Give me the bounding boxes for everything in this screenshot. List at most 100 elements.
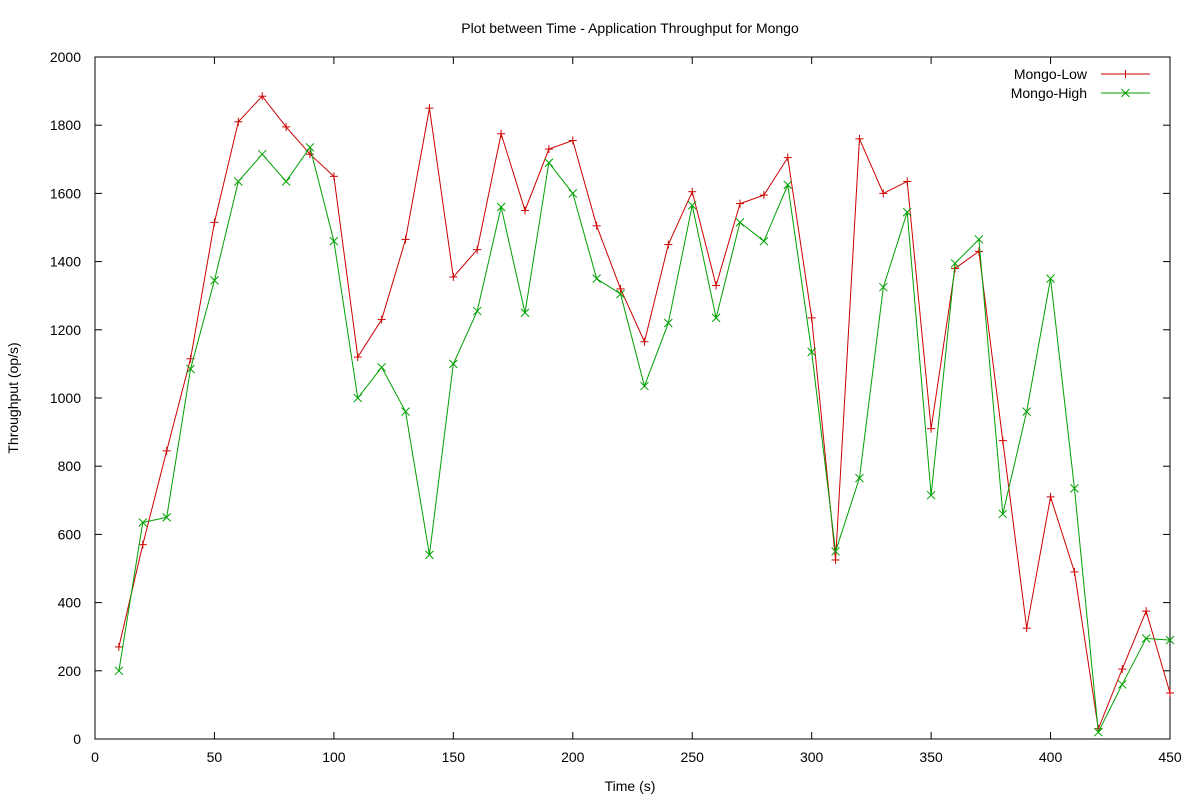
data-point bbox=[712, 281, 721, 290]
data-point bbox=[926, 490, 936, 500]
y-tick-label: 800 bbox=[58, 458, 82, 474]
y-tick-label: 400 bbox=[58, 595, 82, 611]
data-point bbox=[1166, 688, 1174, 697]
y-tick-label: 1000 bbox=[50, 390, 81, 406]
data-point bbox=[1141, 634, 1151, 643]
x-axis-ticks: 0 50 100 150 200 250 300 350 400 450 bbox=[91, 57, 1182, 765]
data-point bbox=[234, 117, 243, 126]
data-point bbox=[879, 189, 888, 198]
data-point bbox=[855, 473, 864, 483]
data-point bbox=[783, 180, 793, 190]
data-point bbox=[377, 315, 386, 324]
data-point bbox=[711, 313, 721, 323]
data-point bbox=[210, 276, 219, 285]
x-tick-label: 250 bbox=[681, 749, 705, 765]
data-point bbox=[1070, 567, 1079, 576]
data-point bbox=[878, 282, 888, 292]
data-point bbox=[473, 245, 482, 254]
data-point bbox=[640, 337, 649, 346]
data-point bbox=[568, 136, 577, 145]
y-tick-label: 1400 bbox=[50, 254, 81, 270]
data-point bbox=[759, 191, 768, 200]
data-point bbox=[377, 362, 387, 372]
data-point bbox=[1117, 680, 1127, 689]
data-point bbox=[258, 92, 267, 101]
data-point bbox=[807, 313, 816, 322]
data-point bbox=[974, 235, 984, 244]
data-point bbox=[448, 359, 458, 369]
y-tick-label: 200 bbox=[58, 663, 82, 679]
data-point bbox=[950, 258, 960, 268]
y-axis-ticks: 0 200 400 600 800 1000 1200 1400 1600 1800 2000 bbox=[50, 49, 1170, 747]
data-point bbox=[688, 187, 697, 196]
x-tick-label: 50 bbox=[207, 749, 223, 765]
legend-label: Mongo-Low bbox=[1014, 66, 1088, 82]
data-point bbox=[329, 172, 338, 181]
x-axis-label: Time (s) bbox=[605, 778, 656, 794]
data-point bbox=[138, 518, 148, 527]
data-point bbox=[640, 381, 649, 391]
x-tick-label: 100 bbox=[322, 749, 346, 765]
data-point bbox=[233, 177, 243, 186]
data-point bbox=[521, 206, 529, 215]
legend-label: Mongo-High bbox=[1011, 85, 1087, 101]
data-point bbox=[1093, 727, 1103, 737]
data-point bbox=[425, 104, 434, 113]
data-point bbox=[210, 218, 219, 227]
data-point bbox=[592, 221, 601, 230]
x-tick-label: 400 bbox=[1039, 749, 1063, 765]
data-point bbox=[520, 308, 530, 318]
data-point bbox=[1022, 407, 1032, 416]
data-point bbox=[425, 550, 434, 560]
x-tick-label: 0 bbox=[91, 749, 99, 765]
data-point bbox=[1070, 484, 1079, 493]
data-point bbox=[306, 150, 314, 159]
data-point bbox=[1046, 274, 1055, 284]
data-point bbox=[114, 666, 124, 676]
data-point bbox=[735, 218, 745, 227]
chart-title: Plot between Time - Application Throughp… bbox=[461, 20, 799, 36]
data-point bbox=[449, 272, 458, 281]
data-point bbox=[496, 202, 506, 212]
data-point bbox=[927, 424, 936, 433]
data-point bbox=[831, 555, 840, 564]
legend-marker bbox=[1121, 70, 1130, 78]
data-point bbox=[1022, 624, 1031, 633]
data-point bbox=[616, 284, 625, 293]
data-point bbox=[282, 122, 291, 131]
x-tick-label: 150 bbox=[442, 749, 466, 765]
data-point bbox=[401, 235, 410, 244]
data-point bbox=[592, 274, 602, 284]
data-point bbox=[902, 207, 912, 217]
data-point bbox=[998, 509, 1008, 519]
data-point bbox=[305, 143, 315, 152]
y-tick-label: 1600 bbox=[50, 185, 81, 201]
data-point bbox=[1165, 635, 1175, 645]
data-point bbox=[736, 199, 744, 208]
data-point bbox=[329, 236, 339, 246]
data-point bbox=[472, 306, 482, 316]
data-point bbox=[568, 189, 578, 198]
series-mongo-high bbox=[114, 143, 1175, 737]
data-point bbox=[186, 364, 195, 374]
x-tick-label: 300 bbox=[800, 749, 824, 765]
series-mongo-low bbox=[114, 92, 1174, 733]
y-tick-label: 2000 bbox=[50, 49, 81, 65]
data-point bbox=[783, 153, 792, 162]
y-tick-label: 1800 bbox=[50, 117, 81, 133]
x-tick-label: 200 bbox=[561, 749, 585, 765]
data-point bbox=[903, 177, 912, 186]
data-point bbox=[831, 547, 840, 556]
legend-marker bbox=[1121, 88, 1130, 98]
x-tick-label: 350 bbox=[919, 749, 943, 765]
data-point bbox=[1046, 492, 1055, 501]
data-point bbox=[114, 642, 123, 651]
data-point bbox=[497, 129, 506, 138]
data-point bbox=[281, 177, 291, 186]
y-tick-label: 1200 bbox=[50, 322, 81, 338]
data-point bbox=[353, 353, 362, 362]
data-point bbox=[807, 347, 817, 357]
data-point bbox=[663, 318, 673, 328]
data-point bbox=[1118, 665, 1127, 674]
